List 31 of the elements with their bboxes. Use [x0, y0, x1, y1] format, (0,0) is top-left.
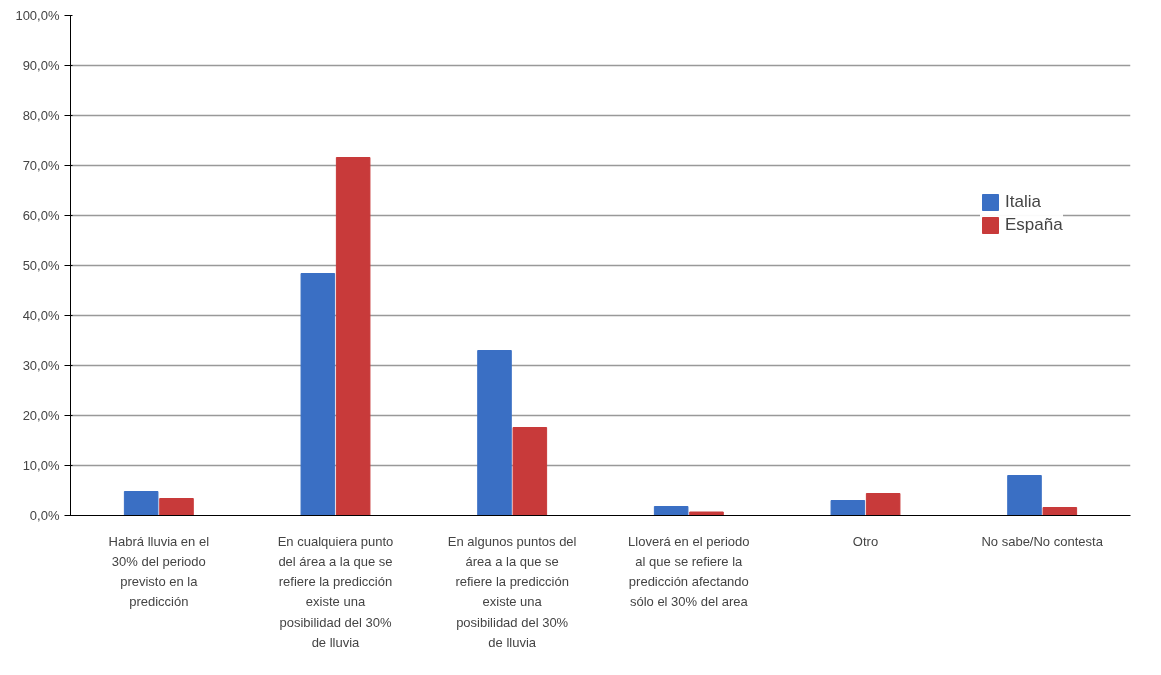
bar — [653, 506, 689, 516]
y-tick-label: 0,0% — [29, 508, 60, 523]
x-tick-label: Habrá lluvia en el 30% del periodo previsto en la predicción — [108, 533, 210, 610]
x-tick-label: En algunos puntos del área a la que se refiere la predicción existe una posibilidad del 30% de lluvia — [447, 533, 577, 650]
x-tick-label: En cualquiera punto del área a la que se refiere la predicción existe una posibilidad del 30% de lluvia — [277, 533, 394, 650]
y-tick-label: 10,0% — [22, 458, 60, 473]
bar — [1042, 507, 1078, 516]
y-tick-label: 40,0% — [22, 308, 60, 323]
bar — [335, 157, 371, 516]
y-tick-label: 50,0% — [22, 258, 60, 273]
y-tick-label: 20,0% — [22, 408, 60, 423]
x-tick-label: Otro — [852, 533, 879, 549]
bar — [689, 511, 724, 516]
y-tick-label: 30,0% — [22, 358, 60, 373]
y-tick-label: 90,0% — [22, 58, 60, 73]
bar — [830, 500, 866, 516]
y-tick-label: 70,0% — [22, 158, 60, 173]
legend-label: España — [1005, 215, 1063, 235]
legend-label: Italia — [1005, 192, 1041, 212]
bar — [159, 498, 194, 516]
bar — [865, 493, 901, 516]
bar — [300, 273, 336, 516]
y-tick-label: 100,0% — [15, 8, 60, 23]
bar — [512, 427, 548, 516]
y-tick-label: 60,0% — [22, 208, 60, 223]
x-tick-label: Lloverá en el periodo al que se refiere la predicción afectando sólo el 30% del area — [628, 533, 750, 610]
bar — [1007, 475, 1042, 516]
bar — [477, 350, 512, 516]
y-tick-label: 80,0% — [22, 108, 60, 123]
bar — [123, 491, 159, 516]
x-tick-label: No sabe/No contesta — [981, 533, 1104, 549]
